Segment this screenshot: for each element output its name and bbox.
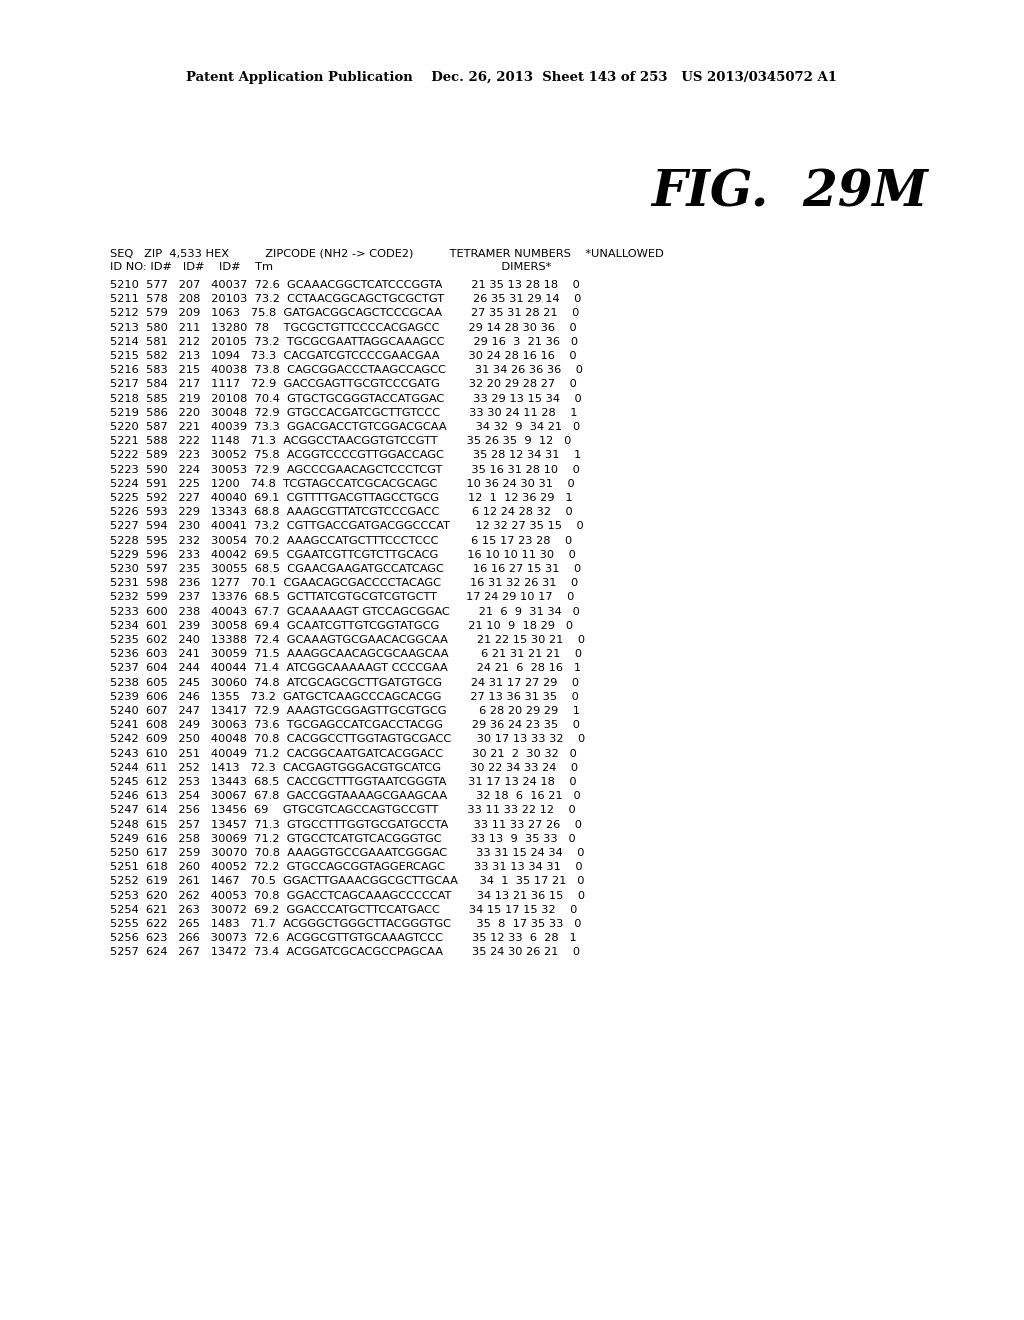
Text: 5239  606   246   1355   73.2  GATGCTCAAGCCCAGCACGG        27 13 36 31 35    0: 5239 606 246 1355 73.2 GATGCTCAAGCCCAGCA… xyxy=(110,692,579,702)
Text: 5211  578   208   20103  73.2  CCTAACGGCAGCTGCGCTGT        26 35 31 29 14    0: 5211 578 208 20103 73.2 CCTAACGGCAGCTGCG… xyxy=(110,294,582,304)
Text: 5227  594   230   40041  73.2  CGTTGACCGATGACGGCCCAT       12 32 27 35 15    0: 5227 594 230 40041 73.2 CGTTGACCGATGACGG… xyxy=(110,521,584,532)
Text: 5232  599   237   13376  68.5  GCTTATCGTGCGTCGTGCTT        17 24 29 10 17    0: 5232 599 237 13376 68.5 GCTTATCGTGCGTCGT… xyxy=(110,593,574,602)
Text: 5251  618   260   40052  72.2  GTGCCAGCGGTAGGERCAGC        33 31 13 34 31    0: 5251 618 260 40052 72.2 GTGCCAGCGGTAGGER… xyxy=(110,862,583,873)
Text: 5256  623   266   30073  72.6  ACGGCGTTGTGCAAAGTCCC        35 12 33  6  28   1: 5256 623 266 30073 72.6 ACGGCGTTGTGCAAAG… xyxy=(110,933,577,944)
Text: 5212  579   209   1063   75.8  GATGACGGCAGCTCCCGCAA        27 35 31 28 21    0: 5212 579 209 1063 75.8 GATGACGGCAGCTCCCG… xyxy=(110,309,580,318)
Text: 5244  611   252   1413   72.3  CACGAGTGGGACGTGCATCG        30 22 34 33 24    0: 5244 611 252 1413 72.3 CACGAGTGGGACGTGCA… xyxy=(110,763,579,772)
Text: 5242  609   250   40048  70.8  CACGGCCTTGGTAGTGCGACC       30 17 13 33 32    0: 5242 609 250 40048 70.8 CACGGCCTTGGTAGTG… xyxy=(110,734,586,744)
Text: 5250  617   259   30070  70.8  AAAGGTGCCGAAATCGGGAC        33 31 15 24 34    0: 5250 617 259 30070 70.8 AAAGGTGCCGAAATCG… xyxy=(110,847,585,858)
Text: 5257  624   267   13472  73.4  ACGGATCGCACGCCPAGCAA        35 24 30 26 21    0: 5257 624 267 13472 73.4 ACGGATCGCACGCCPA… xyxy=(110,948,581,957)
Text: 5224  591   225   1200   74.8  TCGTAGCCATCGCACGCAGC        10 36 24 30 31    0: 5224 591 225 1200 74.8 TCGTAGCCATCGCACGC… xyxy=(110,479,574,488)
Text: 5243  610   251   40049  71.2  CACGGCAATGATCACGGACC        30 21  2  30 32   0: 5243 610 251 40049 71.2 CACGGCAATGATCACG… xyxy=(110,748,577,759)
Text: 5213  580   211   13280  78    TGCGCTGTTCCCCACGAGCC        29 14 28 30 36    0: 5213 580 211 13280 78 TGCGCTGTTCCCCACGAG… xyxy=(110,322,577,333)
Text: 5248  615   257   13457  71.3  GTGCCTTTGGTGCGATGCCTA       33 11 33 27 26    0: 5248 615 257 13457 71.3 GTGCCTTTGGTGCGAT… xyxy=(110,820,582,829)
Text: 5210  577   207   40037  72.6  GCAAACGGCTCATCCCGGTA        21 35 13 28 18    0: 5210 577 207 40037 72.6 GCAAACGGCTCATCCC… xyxy=(110,280,580,290)
Text: 5223  590   224   30053  72.9  AGCCCGAACAGCTCCCTCGT        35 16 31 28 10    0: 5223 590 224 30053 72.9 AGCCCGAACAGCTCCC… xyxy=(110,465,580,475)
Text: Patent Application Publication    Dec. 26, 2013  Sheet 143 of 253   US 2013/0345: Patent Application Publication Dec. 26, … xyxy=(186,71,838,84)
Text: 5225  592   227   40040  69.1  CGTTTTGACGTTAGCCTGCG        12  1  12 36 29   1: 5225 592 227 40040 69.1 CGTTTTGACGTTAGCC… xyxy=(110,492,572,503)
Text: 5240  607   247   13417  72.9  AAAGTGCGGAGTTGCGTGCG         6 28 20 29 29    1: 5240 607 247 13417 72.9 AAAGTGCGGAGTTGCG… xyxy=(110,706,580,715)
Text: 5254  621   263   30072  69.2  GGACCCATGCTTCCATGACC        34 15 17 15 32    0: 5254 621 263 30072 69.2 GGACCCATGCTTCCAT… xyxy=(110,904,578,915)
Text: 5246  613   254   30067  67.8  GACCGGTAAAAGCGAAGCAA        32 18  6  16 21   0: 5246 613 254 30067 67.8 GACCGGTAAAAGCGAA… xyxy=(110,791,581,801)
Text: 5222  589   223   30052  75.8  ACGGTCCCCGTTGGACCAGC        35 28 12 34 31    1: 5222 589 223 30052 75.8 ACGGTCCCCGTTGGAC… xyxy=(110,450,582,461)
Text: 5228  595   232   30054  70.2  AAAGCCATGCTTTCCCTCCC         6 15 17 23 28    0: 5228 595 232 30054 70.2 AAAGCCATGCTTTCCC… xyxy=(110,536,572,545)
Text: 5252  619   261   1467   70.5  GGACTTGAAACGGCGCTTGCAA      34  1  35 17 21   0: 5252 619 261 1467 70.5 GGACTTGAAACGGCGCT… xyxy=(110,876,585,887)
Text: 5220  587   221   40039  73.3  GGACGACCTGTCGGACGCAA        34 32  9  34 21   0: 5220 587 221 40039 73.3 GGACGACCTGTCGGAC… xyxy=(110,422,581,432)
Text: 5253  620   262   40053  70.8  GGACCTCAGCAAAGCCCCCAT       34 13 21 36 15    0: 5253 620 262 40053 70.8 GGACCTCAGCAAAGCC… xyxy=(110,891,585,900)
Text: 5219  586   220   30048  72.9  GTGCCACGATCGCTTGTCCC        33 30 24 11 28    1: 5219 586 220 30048 72.9 GTGCCACGATCGCTTG… xyxy=(110,408,578,418)
Text: 5229  596   233   40042  69.5  CGAATCGTTCGTCTTGCACG        16 10 10 11 30    0: 5229 596 233 40042 69.5 CGAATCGTTCGTCTTG… xyxy=(110,550,575,560)
Text: 5230  597   235   30055  68.5  CGAACGAAGATGCCATCAGC        16 16 27 15 31    0: 5230 597 235 30055 68.5 CGAACGAAGATGCCAT… xyxy=(110,564,582,574)
Text: 5255  622   265   1483   71.7  ACGGGCTGGGCTTACGGGTGC       35  8  17 35 33   0: 5255 622 265 1483 71.7 ACGGGCTGGGCTTACGG… xyxy=(110,919,582,929)
Text: FIG.  29M: FIG. 29M xyxy=(651,169,929,218)
Text: 5237  604   244   40044  71.4  ATCGGCAAAAAGT CCCCGAA        24 21  6  28 16   1: 5237 604 244 40044 71.4 ATCGGCAAAAAGT CC… xyxy=(110,664,582,673)
Text: 5233  600   238   40043  67.7  GCAAAAAGT GTCCAGCGGAC        21  6  9  31 34   0: 5233 600 238 40043 67.7 GCAAAAAGT GTCCAG… xyxy=(110,607,580,616)
Text: 5245  612   253   13443  68.5  CACCGCTTTGGTAATCGGGTA      31 17 13 24 18    0: 5245 612 253 13443 68.5 CACCGCTTTGGTAATC… xyxy=(110,777,577,787)
Text: 5249  616   258   30069  71.2  GTGCCTCATGTCACGGGTGC        33 13  9  35 33   0: 5249 616 258 30069 71.2 GTGCCTCATGTCACGG… xyxy=(110,834,575,843)
Text: 5231  598   236   1277   70.1  CGAACAGCGACCCCTACAGC        16 31 32 26 31    0: 5231 598 236 1277 70.1 CGAACAGCGACCCCTAC… xyxy=(110,578,579,589)
Text: 5234  601   239   30058  69.4  GCAATCGTTGTCGGTATGCG        21 10  9  18 29   0: 5234 601 239 30058 69.4 GCAATCGTTGTCGGTA… xyxy=(110,620,573,631)
Text: SEQ   ZIP  4,533 HEX          ZIPCODE (NH2 -> CODE2)          TETRAMER NUMBERS  : SEQ ZIP 4,533 HEX ZIPCODE (NH2 -> CODE2)… xyxy=(110,248,664,257)
Text: 5241  608   249   30063  73.6  TGCGAGCCATCGACCTACGG        29 36 24 23 35    0: 5241 608 249 30063 73.6 TGCGAGCCATCGACCT… xyxy=(110,721,580,730)
Text: 5217  584   217   1117   72.9  GACCGAGTTGCGTCCCGATG        32 20 29 28 27    0: 5217 584 217 1117 72.9 GACCGAGTTGCGTCCCG… xyxy=(110,379,577,389)
Text: 5218  585   219   20108  70.4  GTGCTGCGGGTACCATGGAC        33 29 13 15 34    0: 5218 585 219 20108 70.4 GTGCTGCGGGTACCAT… xyxy=(110,393,582,404)
Text: 5226  593   229   13343  68.8  AAAGCGTTATCGTCCCGACC         6 12 24 28 32    0: 5226 593 229 13343 68.8 AAAGCGTTATCGTCCC… xyxy=(110,507,572,517)
Text: 5236  603   241   30059  71.5  AAAGGCAACAGCGCAAGCAA         6 21 31 21 21    0: 5236 603 241 30059 71.5 AAAGGCAACAGCGCAA… xyxy=(110,649,582,659)
Text: 5216  583   215   40038  73.8  CAGCGGACCCTAAGCCAGCC        31 34 26 36 36    0: 5216 583 215 40038 73.8 CAGCGGACCCTAAGCC… xyxy=(110,366,583,375)
Text: 5215  582   213   1094   73.3  CACGATCGTCCCCGAACGAA        30 24 28 16 16    0: 5215 582 213 1094 73.3 CACGATCGTCCCCGAAC… xyxy=(110,351,577,360)
Text: 5238  605   245   30060  74.8  ATCGCAGCGCTTGATGTGCG        24 31 17 27 29    0: 5238 605 245 30060 74.8 ATCGCAGCGCTTGATG… xyxy=(110,677,580,688)
Text: 5221  588   222   1148   71.3  ACGGCCTAACGGTGTCCGTT        35 26 35  9  12   0: 5221 588 222 1148 71.3 ACGGCCTAACGGTGTCC… xyxy=(110,436,571,446)
Text: 5247  614   256   13456  69    GTGCGTCAGCCAGTGCCGTT        33 11 33 22 12    0: 5247 614 256 13456 69 GTGCGTCAGCCAGTGCCG… xyxy=(110,805,575,816)
Text: 5214  581   212   20105  73.2  TGCGCGAATTAGGCAAAGCC        29 16  3  21 36   0: 5214 581 212 20105 73.2 TGCGCGAATTAGGCAA… xyxy=(110,337,579,347)
Text: ID NO: ID#   ID#    ID#    Tm                                                   : ID NO: ID# ID# ID# Tm xyxy=(110,261,551,272)
Text: 5235  602   240   13388  72.4  GCAAAGTGCGAACACGGCAA        21 22 15 30 21    0: 5235 602 240 13388 72.4 GCAAAGTGCGAACACG… xyxy=(110,635,585,645)
